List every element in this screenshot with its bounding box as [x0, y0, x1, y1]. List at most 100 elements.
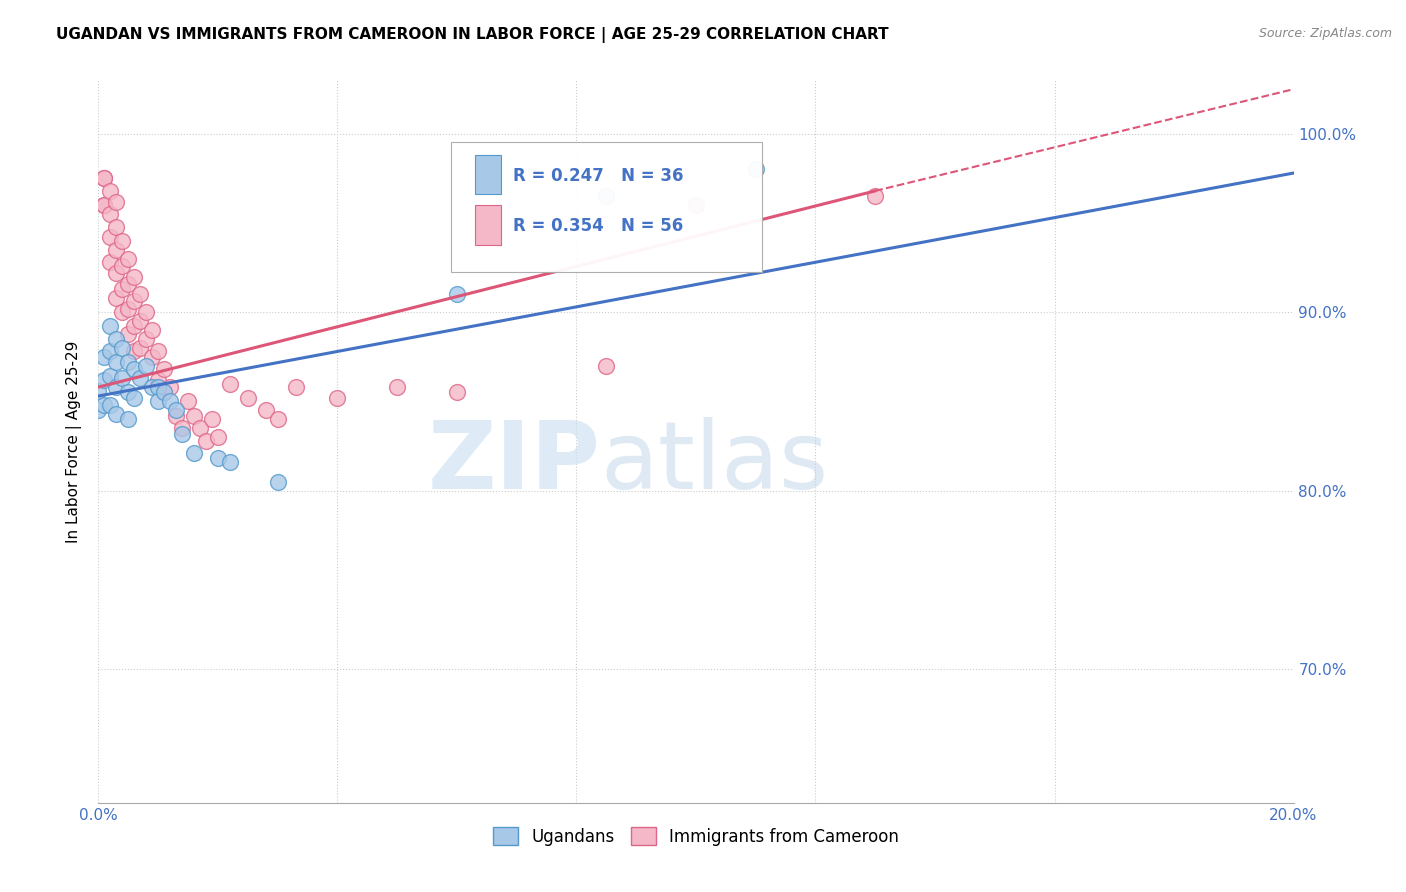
FancyBboxPatch shape — [451, 142, 762, 272]
Point — [93, 350, 115, 364]
Point — [129, 314, 152, 328]
Point — [98, 319, 122, 334]
Point — [595, 359, 617, 373]
Legend: Ugandans, Immigrants from Cameroon: Ugandans, Immigrants from Cameroon — [486, 821, 905, 852]
Point — [135, 305, 157, 319]
Point — [141, 350, 163, 364]
Point — [446, 287, 468, 301]
Point — [165, 403, 187, 417]
Point — [93, 198, 115, 212]
Text: UGANDAN VS IMMIGRANTS FROM CAMEROON IN LABOR FORCE | AGE 25-29 CORRELATION CHART: UGANDAN VS IMMIGRANTS FROM CAMEROON IN L… — [56, 27, 889, 43]
Point — [124, 362, 146, 376]
Text: ZIP: ZIP — [427, 417, 600, 509]
Point — [98, 207, 122, 221]
Point — [93, 373, 115, 387]
Point — [153, 385, 176, 400]
Point — [385, 380, 409, 394]
Point — [153, 385, 176, 400]
Point — [201, 412, 224, 426]
Point — [98, 184, 122, 198]
Point — [159, 394, 181, 409]
Point — [135, 359, 157, 373]
Text: R = 0.247   N = 36: R = 0.247 N = 36 — [513, 167, 683, 185]
Point — [105, 266, 128, 280]
Point — [117, 301, 139, 316]
Y-axis label: In Labor Force | Age 25-29: In Labor Force | Age 25-29 — [66, 341, 83, 542]
Point — [188, 421, 211, 435]
Point — [129, 287, 152, 301]
Point — [87, 403, 110, 417]
Point — [219, 455, 242, 469]
Point — [236, 391, 259, 405]
Point — [117, 326, 139, 341]
Point — [267, 412, 290, 426]
Point — [172, 421, 194, 435]
Point — [105, 291, 128, 305]
Point — [111, 282, 134, 296]
Point — [105, 243, 128, 257]
Point — [105, 332, 128, 346]
Point — [124, 269, 146, 284]
Point — [98, 369, 122, 384]
Point — [111, 234, 134, 248]
Point — [141, 380, 163, 394]
Point — [165, 409, 187, 423]
Point — [117, 252, 139, 266]
Point — [685, 198, 707, 212]
Point — [124, 319, 146, 334]
Text: R = 0.354   N = 56: R = 0.354 N = 56 — [513, 218, 683, 235]
Point — [326, 391, 349, 405]
Point — [141, 323, 163, 337]
Point — [98, 344, 122, 359]
Point — [124, 391, 146, 405]
Text: Source: ZipAtlas.com: Source: ZipAtlas.com — [1258, 27, 1392, 40]
Point — [153, 362, 176, 376]
Text: atlas: atlas — [600, 417, 828, 509]
Point — [105, 407, 128, 421]
Point — [148, 373, 170, 387]
Point — [865, 189, 887, 203]
Point — [117, 355, 139, 369]
Point — [195, 434, 218, 448]
Point — [183, 409, 205, 423]
Point — [446, 385, 468, 400]
Point — [183, 446, 205, 460]
Point — [111, 341, 134, 355]
Point — [98, 230, 122, 244]
Point — [254, 403, 277, 417]
Bar — [475, 154, 501, 194]
Point — [135, 332, 157, 346]
Point — [105, 355, 128, 369]
Point — [87, 384, 110, 398]
Point — [111, 305, 134, 319]
Point — [111, 371, 134, 385]
Bar — [475, 205, 501, 245]
Point — [172, 426, 194, 441]
Point — [105, 194, 128, 209]
Point — [111, 259, 134, 273]
Point — [284, 380, 307, 394]
Point — [219, 376, 242, 391]
Point — [177, 394, 200, 409]
Point — [93, 171, 115, 186]
Point — [105, 380, 128, 394]
Point — [207, 451, 229, 466]
Point — [129, 371, 152, 385]
Point — [595, 189, 617, 203]
Point — [117, 385, 139, 400]
Point — [117, 277, 139, 291]
Point — [124, 294, 146, 309]
Point — [93, 398, 115, 412]
Point — [98, 255, 122, 269]
Point — [159, 380, 181, 394]
Point — [129, 341, 152, 355]
Point — [98, 398, 122, 412]
Point — [117, 412, 139, 426]
Point — [745, 162, 768, 177]
Point — [93, 171, 115, 186]
Point — [148, 394, 170, 409]
Point — [148, 380, 170, 394]
Point — [105, 219, 128, 234]
Point — [148, 344, 170, 359]
Point — [124, 344, 146, 359]
